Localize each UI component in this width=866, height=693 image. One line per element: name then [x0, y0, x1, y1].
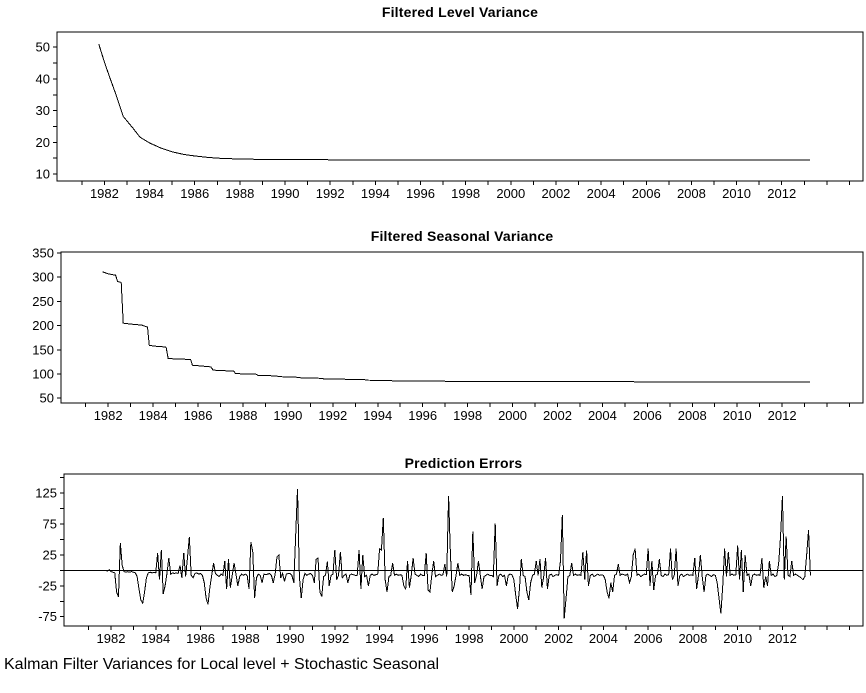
- x-tick-label: 2006: [632, 186, 661, 201]
- x-tick-label: 2012: [767, 186, 796, 201]
- x-tick-label: 2008: [678, 408, 707, 423]
- y-tick-label: 300: [32, 270, 54, 285]
- x-tick-label: 1992: [320, 631, 349, 646]
- x-tick-label: 1990: [276, 631, 305, 646]
- x-tick-label: 1982: [97, 631, 126, 646]
- x-tick-label: 2008: [677, 186, 706, 201]
- y-tick-label: 150: [32, 342, 54, 357]
- y-tick-label: 25: [43, 547, 57, 562]
- x-tick-label: 2000: [498, 408, 527, 423]
- x-tick-label: 1988: [225, 186, 254, 201]
- y-tick-label: 10: [36, 167, 50, 182]
- axis-frame: [60, 251, 864, 404]
- x-tick-label: 1990: [273, 408, 302, 423]
- x-tick-label: 1984: [139, 408, 168, 423]
- x-axis-ticks: [88, 626, 851, 630]
- x-tick-label: 2010: [722, 186, 751, 201]
- x-tick-label: 1984: [135, 186, 164, 201]
- x-tick-label: 2006: [633, 408, 662, 423]
- y-tick-label: 125: [35, 486, 57, 501]
- x-tick-label: 1998: [453, 408, 482, 423]
- x-tick-label: 2000: [499, 631, 528, 646]
- y-tick-label: -25: [38, 578, 57, 593]
- filtered-seasonal-variance-line: [102, 271, 811, 383]
- y-tick-label: 50: [40, 391, 54, 406]
- chart2-title: Filtered Seasonal Variance: [370, 228, 554, 244]
- x-axis-ticks: [85, 403, 851, 407]
- chart2-plot-area: 1982 1984 1986 1988 1990 1992 1994 1996 1998 2000…: [32, 245, 864, 423]
- prediction-errors-line: [105, 488, 811, 619]
- figure-caption: Kalman Filter Variances for Local level …: [4, 656, 440, 673]
- x-tick-label: 2002: [541, 186, 570, 201]
- x-tick-label: 2010: [723, 631, 752, 646]
- x-tick-label: 1996: [410, 631, 439, 646]
- y-tick-label: 250: [32, 294, 54, 309]
- x-tick-label: 1988: [231, 631, 260, 646]
- y-tick-label: 40: [36, 71, 50, 86]
- y-tick-label: -75: [38, 609, 57, 624]
- axis-frame: [56, 31, 864, 182]
- y-axis-ticks: [60, 477, 64, 618]
- x-tick-label: 1998: [451, 186, 480, 201]
- y-axis-labels: 10 20 30 40 50: [36, 40, 50, 182]
- x-tick-label: 1988: [229, 408, 258, 423]
- x-tick-label: 1986: [184, 408, 213, 423]
- y-axis-labels: -75 -25 25 75 125: [35, 486, 57, 625]
- x-tick-label: 1986: [180, 186, 209, 201]
- x-tick-label: 2012: [768, 631, 797, 646]
- x-tick-label: 1984: [141, 631, 170, 646]
- y-axis-ticks: [57, 252, 61, 399]
- x-tick-label: 2008: [678, 631, 707, 646]
- x-tick-label: 1996: [408, 408, 437, 423]
- x-tick-label: 1994: [363, 408, 392, 423]
- chart3-title: Prediction Errors: [404, 455, 523, 471]
- y-tick-label: 75: [43, 517, 57, 532]
- x-axis-labels: 1982 1984 1986 1988 1990 1992 1994 1996 1998 2000…: [97, 631, 797, 646]
- filtered-level-variance-line: [98, 43, 810, 161]
- x-axis-ticks: [81, 181, 850, 185]
- x-tick-label: 1992: [316, 186, 345, 201]
- x-tick-label: 2004: [588, 408, 617, 423]
- y-axis-ticks: [53, 46, 57, 175]
- y-tick-label: 200: [32, 318, 54, 333]
- x-tick-label: 1998: [455, 631, 484, 646]
- x-tick-label: 2002: [543, 408, 572, 423]
- chart1-plot-area: 1982 1984 1986 1988 1990 1992 1994 1996 1998 2000…: [36, 31, 864, 201]
- x-tick-label: 1996: [406, 186, 435, 201]
- y-axis-labels: 50 100 150 200 250 300 350: [32, 245, 54, 405]
- y-tick-label: 30: [36, 103, 50, 118]
- x-tick-label: 1990: [271, 186, 300, 201]
- x-tick-label: 1994: [365, 631, 394, 646]
- y-tick-label: 350: [32, 245, 54, 260]
- y-tick-label: 100: [32, 366, 54, 381]
- x-tick-label: 2002: [544, 631, 573, 646]
- x-tick-label: 1982: [94, 408, 123, 423]
- x-tick-label: 1986: [186, 631, 215, 646]
- x-tick-label: 2012: [768, 408, 797, 423]
- x-tick-label: 2010: [723, 408, 752, 423]
- x-tick-label: 1994: [361, 186, 390, 201]
- x-tick-label: 2004: [589, 631, 618, 646]
- chart3-plot-area: 1982 1984 1986 1988 1990 1992 1994 1996 1998 2000…: [35, 473, 864, 646]
- chart1-title: Filtered Level Variance: [381, 4, 539, 20]
- x-axis-labels: 1982 1984 1986 1988 1990 1992 1994 1996 1998 2000…: [94, 408, 797, 423]
- axis-frame: [63, 473, 864, 627]
- x-tick-label: 1992: [318, 408, 347, 423]
- x-tick-label: 2000: [496, 186, 525, 201]
- y-tick-label: 50: [36, 40, 50, 55]
- y-tick-label: 20: [36, 135, 50, 150]
- x-axis-labels: 1982 1984 1986 1988 1990 1992 1994 1996 1998 2000…: [90, 186, 796, 201]
- x-tick-label: 1982: [90, 186, 119, 201]
- x-tick-label: 2006: [634, 631, 663, 646]
- x-tick-label: 2004: [587, 186, 616, 201]
